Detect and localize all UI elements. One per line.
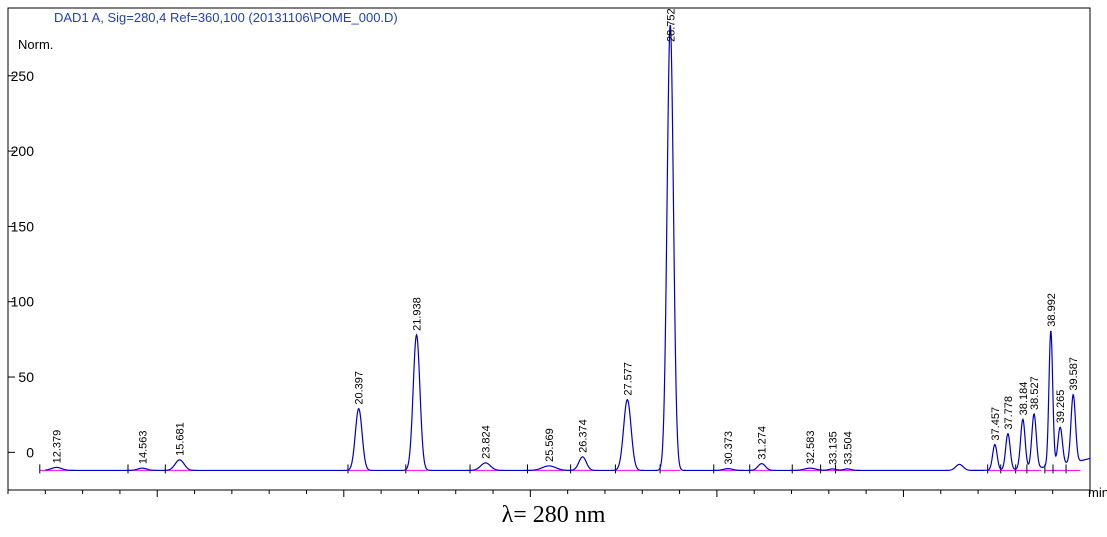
x-axis-unit: min (1088, 485, 1107, 500)
y-tick-label-100: 100 (11, 294, 35, 310)
wavelength-caption: λ= 280 nm (501, 502, 606, 528)
axes: 1520253035050100150200250 (7, 7, 1091, 497)
y-tick-label-50: 50 (18, 369, 34, 385)
peak-label-37.457: 37.457 (990, 407, 1002, 441)
y-tick-label-150: 150 (11, 218, 35, 234)
y-tick-label-250: 250 (11, 68, 35, 84)
peak-label-38.527: 38.527 (1029, 376, 1041, 410)
peak-label-21.938: 21.938 (412, 297, 424, 331)
peak-label-33.504: 33.504 (842, 431, 854, 465)
peak-label-28.752: 28.752 (665, 8, 677, 42)
peak-label-31.274: 31.274 (757, 426, 769, 460)
peak-label-12.379: 12.379 (52, 430, 64, 464)
y-tick-label-200: 200 (11, 143, 35, 159)
peak-label-25.569: 25.569 (544, 428, 556, 462)
peak-labels: 12.379 14.563 15.681 20.397 21.938 23.824 25.5… (52, 8, 1081, 465)
peak-label-37.778: 37.778 (1003, 396, 1015, 430)
peak-label-30.373: 30.373 (723, 431, 735, 465)
y-axis-unit: Norm. (18, 37, 53, 52)
y-tick-label-0: 0 (26, 444, 34, 460)
signal-trace (45, 24, 1091, 472)
plot-frame (7, 7, 1091, 491)
peak-label-38.184: 38.184 (1018, 382, 1030, 416)
peak-label-20.397: 20.397 (354, 371, 366, 405)
peak-label-14.563: 14.563 (137, 431, 149, 465)
peak-label-32.583: 32.583 (805, 431, 817, 465)
peak-label-23.824: 23.824 (481, 425, 493, 459)
peak-label-38.992: 38.992 (1046, 293, 1058, 327)
peak-label-33.135: 33.135 (828, 431, 840, 465)
peak-label-39.265: 39.265 (1055, 390, 1067, 424)
peak-label-39.587: 39.587 (1068, 357, 1080, 391)
peak-label-26.374: 26.374 (578, 419, 590, 453)
peak-label-27.577: 27.577 (622, 362, 634, 396)
chromatogram-chart: DAD1 A, Sig=280,4 Ref=360,100 (20131106\… (7, 7, 1107, 500)
trace-layer (45, 24, 1091, 472)
chart-title: DAD1 A, Sig=280,4 Ref=360,100 (20131106\… (54, 10, 398, 25)
peak-label-15.681: 15.681 (175, 422, 187, 456)
